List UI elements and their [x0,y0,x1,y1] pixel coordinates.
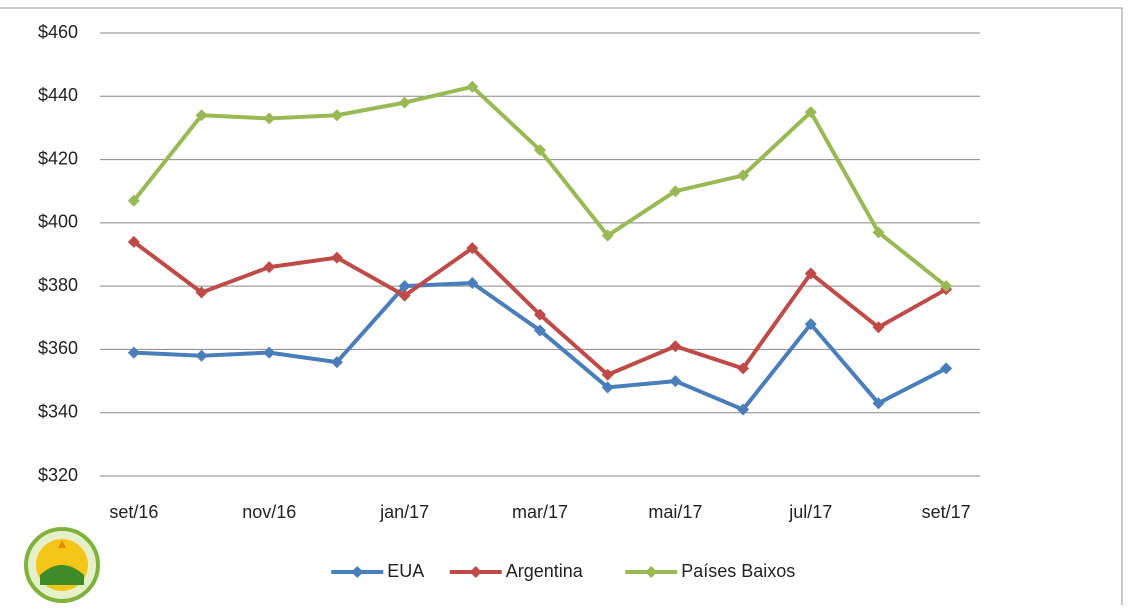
y-tick-label: $360 [38,338,78,358]
y-tick-label: $380 [38,275,78,295]
legend-marker [351,566,364,578]
legend-label: Países Baixos [681,561,795,581]
point-marker [330,251,343,264]
x-tick-label: set/17 [922,502,971,522]
legend-label: Argentina [506,561,584,581]
point-marker [127,346,140,359]
x-tick-label: set/16 [109,502,158,522]
point-marker [398,289,411,302]
point-marker [940,362,953,375]
point-marker [534,324,546,337]
y-tick-label: $340 [38,401,78,421]
legend-marker [469,566,482,578]
point-marker [263,346,276,359]
x-tick-label: jul/17 [788,502,832,522]
point-marker [398,280,411,293]
x-tick-label: nov/16 [242,502,296,522]
point-marker [737,169,750,182]
point-marker [398,96,411,109]
point-marker [872,226,885,239]
point-marker [804,318,817,331]
point-marker [872,397,885,410]
point-marker [330,356,343,369]
frame [0,7,1123,605]
y-tick-label: $440 [38,85,78,105]
y-tick-label: $320 [38,465,78,485]
point-marker [466,80,479,93]
point-marker [195,286,208,299]
point-marker [534,308,546,321]
x-tick-label: mar/17 [512,502,568,522]
x-tick-label: jan/17 [379,502,429,522]
point-marker [940,280,953,293]
point-marker [263,112,276,125]
legend-marker [645,566,658,578]
point-marker [601,368,614,381]
y-tick-label: $460 [38,22,78,42]
point-marker [872,321,885,334]
logo [24,527,100,603]
x-tick-label: mai/17 [648,502,702,522]
point-marker [534,144,546,157]
point-marker [330,109,343,122]
y-tick-label: $420 [38,148,78,168]
point-marker [669,375,682,388]
point-marker [737,362,750,375]
point-marker [127,194,140,207]
point-marker [669,185,682,198]
point-marker [263,261,276,274]
point-marker [804,106,817,119]
point-marker [127,235,140,248]
point-marker [195,349,208,362]
y-tick-label: $400 [38,212,78,232]
point-marker [466,242,479,255]
point-marker [601,381,614,394]
point-marker [466,276,479,289]
point-marker [195,109,208,122]
point-marker [737,403,750,416]
legend-label: EUA [387,561,424,581]
point-marker [601,229,614,242]
point-marker [804,267,817,280]
point-marker [669,340,682,353]
